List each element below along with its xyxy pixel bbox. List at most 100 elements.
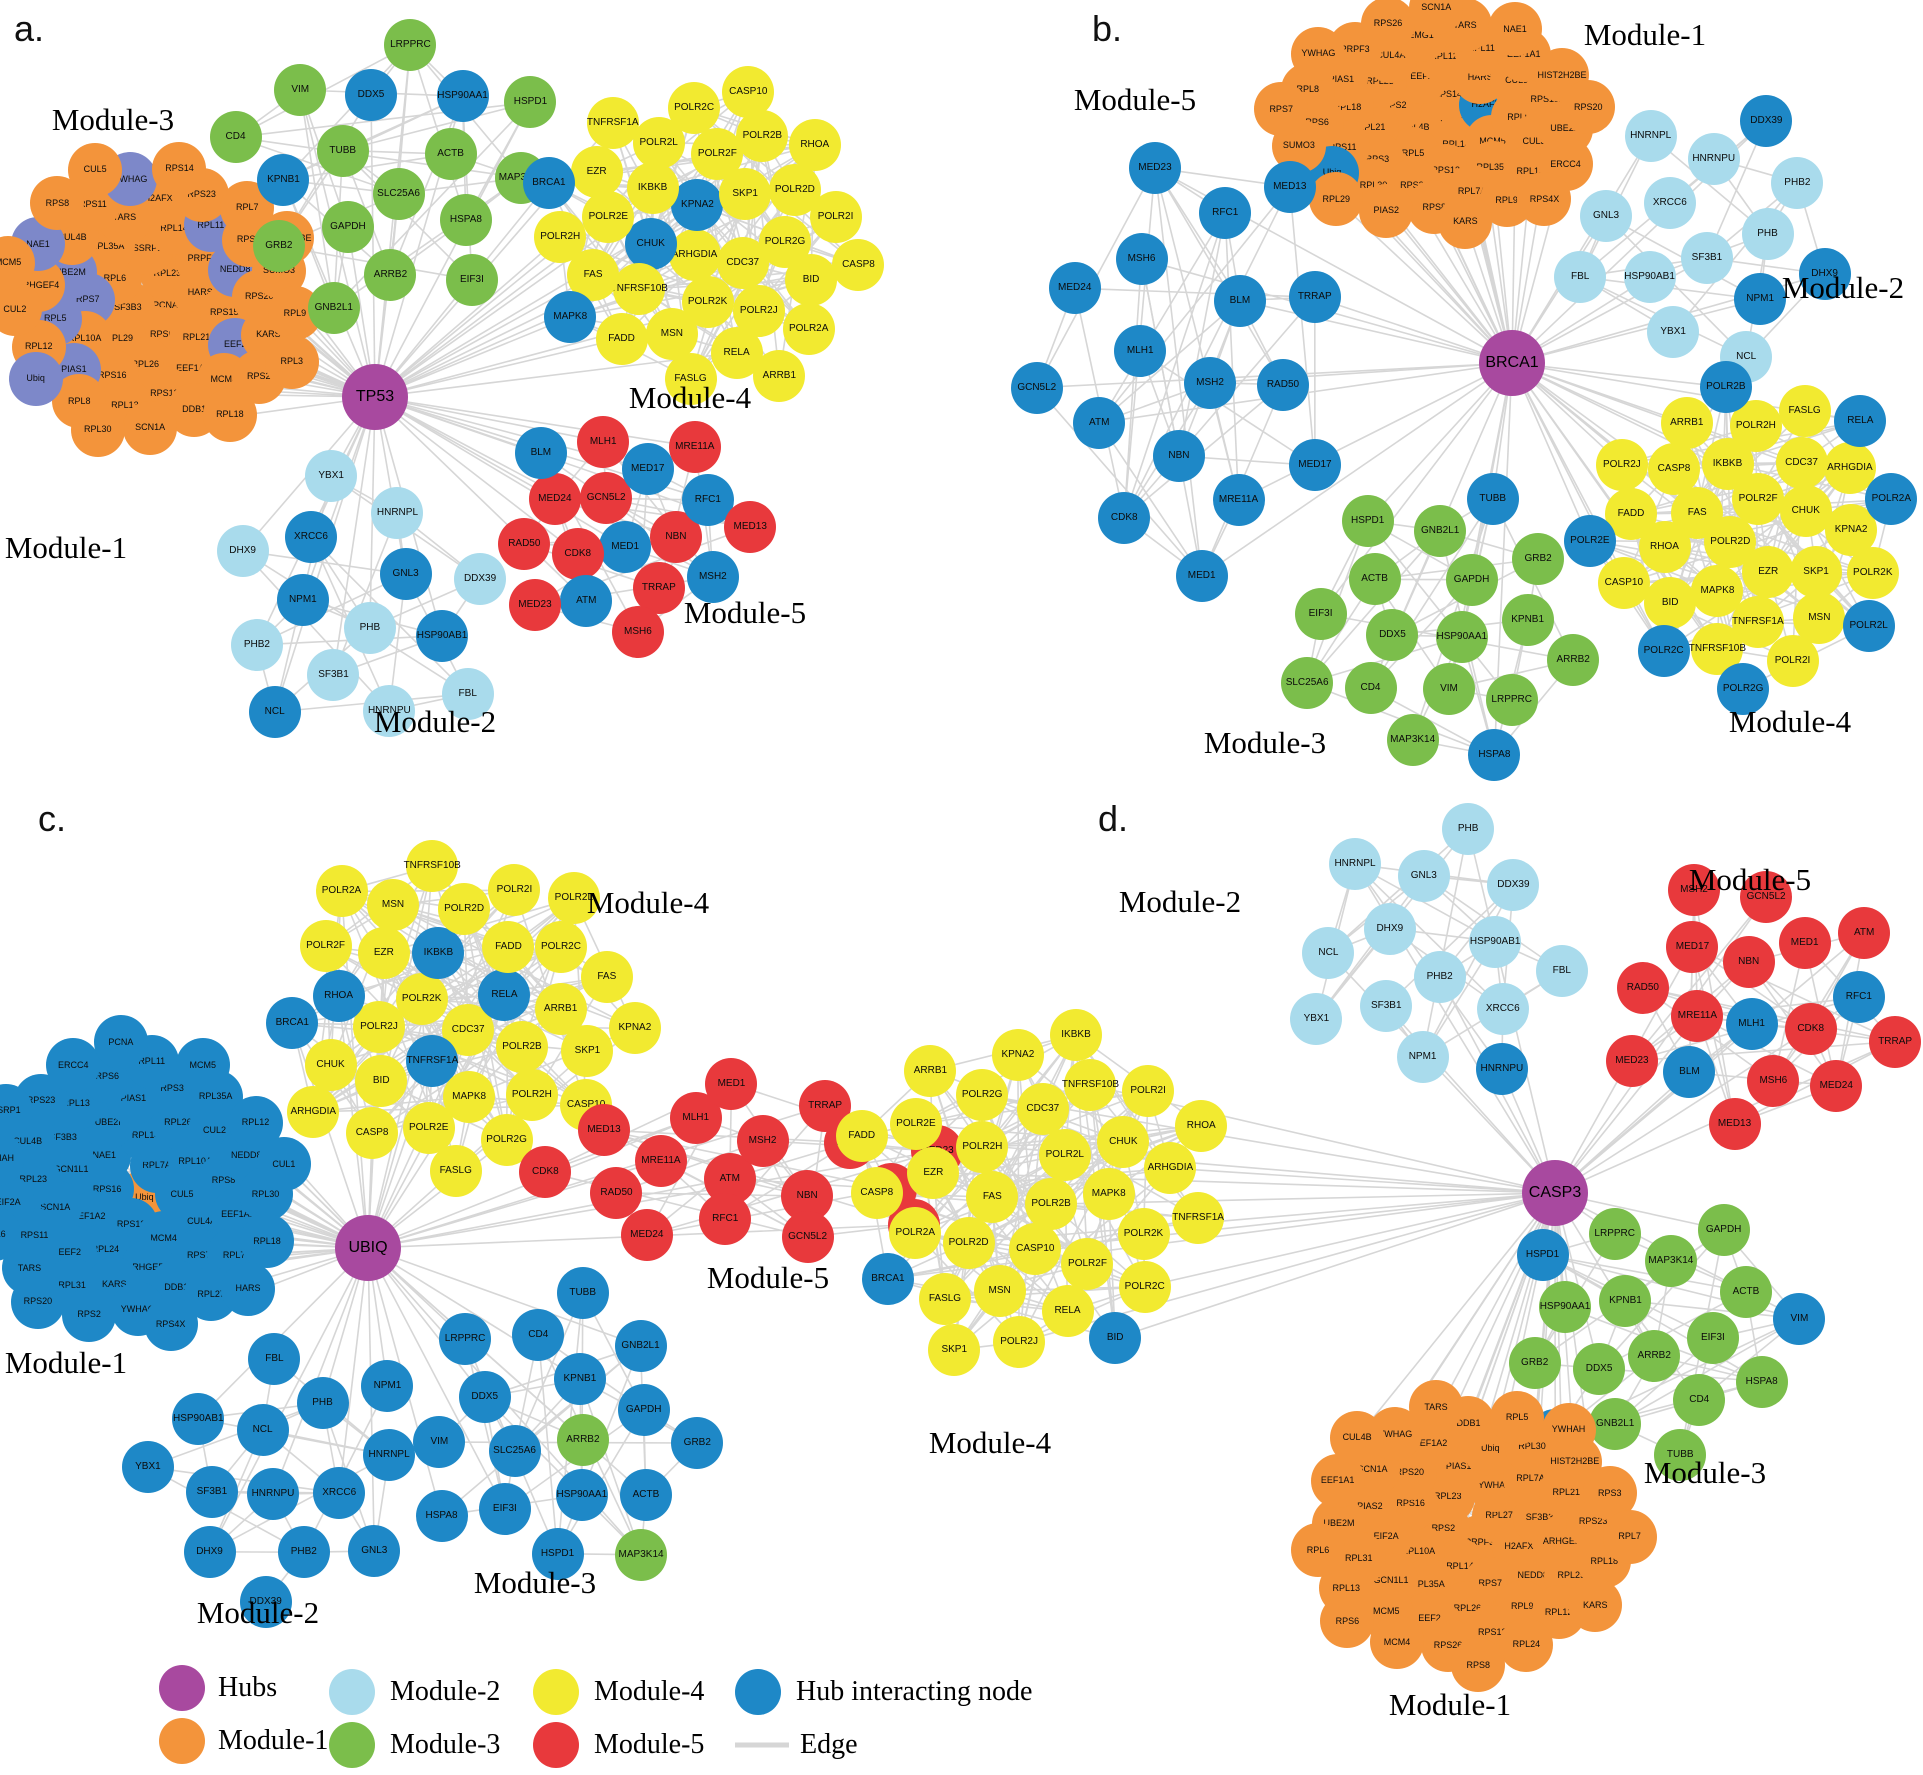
node-hspa8[interactable]: HSPA8 (1468, 729, 1521, 782)
node-arrb2[interactable]: ARRB2 (364, 248, 417, 301)
node-med1[interactable]: MED1 (705, 1057, 758, 1110)
node-rpl30[interactable]: RPL30 (70, 402, 125, 457)
node-cdc37[interactable]: CDC37 (1016, 1083, 1069, 1136)
node-rhoa[interactable]: RHOA (788, 119, 841, 172)
node-map3k14[interactable]: MAP3K14 (1644, 1235, 1697, 1288)
node-rpl18[interactable]: RPL18 (202, 387, 257, 442)
node-hspa8[interactable]: HSPA8 (415, 1489, 468, 1542)
node-arrb2[interactable]: ARRB2 (1547, 634, 1600, 687)
hub-node-ubiq[interactable]: UBIQ (335, 1215, 401, 1281)
node-polr2h[interactable]: POLR2H (505, 1069, 558, 1122)
node-rpl18[interactable]: RPL18 (239, 1214, 294, 1269)
node-ncl[interactable]: NCL (236, 1403, 289, 1456)
hub-node-brca1[interactable]: BRCA1 (1479, 330, 1545, 396)
node-mapk8[interactable]: MAPK8 (1691, 564, 1744, 617)
node-nbn[interactable]: NBN (1722, 936, 1775, 989)
node-ddx5[interactable]: DDX5 (1573, 1343, 1626, 1396)
node-med24[interactable]: MED24 (1048, 262, 1101, 315)
node-ywhah[interactable]: YWHAH (1541, 1402, 1596, 1457)
node-cd4[interactable]: CD4 (209, 111, 262, 164)
node-polr2f[interactable]: POLR2F (1061, 1238, 1114, 1291)
node-chuk[interactable]: CHUK (1097, 1115, 1150, 1168)
node-hspd1[interactable]: HSPD1 (531, 1527, 584, 1580)
node-ywhag[interactable]: YWHAG (1291, 26, 1346, 81)
node-polr2l[interactable]: POLR2L (547, 872, 600, 925)
node-polr2e[interactable]: POLR2E (889, 1098, 942, 1151)
node-chuk[interactable]: CHUK (304, 1039, 357, 1092)
node-atm[interactable]: ATM (560, 575, 613, 628)
node-rpl29[interactable]: RPL29 (1309, 172, 1364, 227)
node-sf3b1[interactable]: SF3B1 (1680, 231, 1733, 284)
node-hnrnpu[interactable]: HNRNPU (1475, 1043, 1528, 1096)
node-hnrnpu[interactable]: HNRNPU (363, 684, 416, 737)
node-gnl3[interactable]: GNL3 (1397, 849, 1450, 902)
node-hsp90aa1[interactable]: HSP90AA1 (1435, 610, 1488, 663)
node-polr2a[interactable]: POLR2A (889, 1206, 942, 1259)
node-polr2c[interactable]: POLR2C (1637, 624, 1690, 677)
node-polr2d[interactable]: POLR2D (438, 882, 491, 935)
node-gnl3[interactable]: GNL3 (348, 1525, 401, 1578)
node-hnrnpu[interactable]: HNRNPU (1687, 132, 1740, 185)
node-hnrnpl[interactable]: HNRNPL (371, 487, 424, 540)
node-fbl[interactable]: FBL (1554, 250, 1607, 303)
node-eif3i[interactable]: EIF3I (478, 1483, 531, 1536)
node-hspd1[interactable]: HSPD1 (504, 76, 557, 129)
node-rpl6[interactable]: RPL6 (1290, 1523, 1345, 1578)
node-fas[interactable]: FAS (966, 1171, 1019, 1224)
node-med24[interactable]: MED24 (1810, 1059, 1863, 1112)
node-polr2e[interactable]: POLR2E (582, 191, 635, 244)
node-brca1[interactable]: BRCA1 (266, 997, 319, 1050)
node-hsp90ab1[interactable]: HSP90AB1 (416, 609, 469, 662)
node-cdk8[interactable]: CDK8 (519, 1145, 572, 1198)
node-lrpprc[interactable]: LRPPRC (439, 1312, 492, 1365)
node-arhgdia[interactable]: ARHGDIA (668, 228, 721, 281)
node-polr2g[interactable]: POLR2G (1717, 662, 1770, 715)
node-dhx9[interactable]: DHX9 (1363, 902, 1416, 955)
node-actb[interactable]: ACTB (619, 1469, 672, 1522)
node-rad50[interactable]: RAD50 (498, 517, 551, 570)
hub-node-casp3[interactable]: CASP3 (1522, 1160, 1588, 1226)
node-cdk8[interactable]: CDK8 (1098, 491, 1151, 544)
node-grb2[interactable]: GRB2 (1512, 532, 1565, 585)
node-polr2i[interactable]: POLR2I (1766, 634, 1819, 687)
node-vim[interactable]: VIM (274, 63, 327, 116)
node-tnfrsf10b[interactable]: TNFRSF10B (404, 840, 461, 893)
node-ddx5[interactable]: DDX5 (1366, 609, 1419, 662)
node-med17[interactable]: MED17 (1666, 920, 1719, 973)
node-phb2[interactable]: PHB2 (277, 1526, 330, 1579)
node-phb[interactable]: PHB (343, 601, 396, 654)
node-ezr[interactable]: EZR (907, 1146, 960, 1199)
node-bid[interactable]: BID (1089, 1312, 1142, 1365)
node-hnrnpl[interactable]: HNRNPL (1329, 838, 1381, 891)
node-polr2c[interactable]: POLR2C (1118, 1260, 1171, 1313)
node-msn[interactable]: MSN (367, 879, 420, 932)
node-rfc1[interactable]: RFC1 (681, 474, 734, 527)
node-polr2g[interactable]: POLR2G (956, 1068, 1009, 1121)
node-arrb2[interactable]: ARRB2 (556, 1413, 609, 1466)
node-mre11a[interactable]: MRE11A (634, 1134, 687, 1187)
node-cdk8[interactable]: CDK8 (1784, 1002, 1837, 1055)
node-med23[interactable]: MED23 (508, 579, 561, 632)
node-mcm4[interactable]: MCM4 (1369, 1615, 1424, 1670)
node-hnrnpl[interactable]: HNRNPL (1624, 109, 1677, 162)
node-lrpprc[interactable]: LRPPRC (384, 18, 437, 71)
node-brca1[interactable]: BRCA1 (861, 1252, 914, 1305)
node-vim[interactable]: VIM (413, 1416, 466, 1469)
node-mapk8[interactable]: MAPK8 (1082, 1168, 1135, 1221)
node-rpl5[interactable]: RPL5 (1490, 1390, 1545, 1445)
node-phb2[interactable]: PHB2 (230, 618, 283, 671)
node-polr2g[interactable]: POLR2G (480, 1113, 533, 1166)
node-msh2[interactable]: MSH2 (1667, 864, 1720, 917)
node-rad50[interactable]: RAD50 (1616, 961, 1669, 1014)
node-tnfrsf10b[interactable]: TNFRSF10B (611, 263, 668, 316)
node-skp1[interactable]: SKP1 (928, 1323, 981, 1376)
node-xrcc6[interactable]: XRCC6 (1476, 982, 1529, 1035)
node-med13[interactable]: MED13 (578, 1104, 630, 1157)
node-faslg[interactable]: FASLG (918, 1273, 971, 1326)
node-msh2[interactable]: MSH2 (736, 1114, 789, 1167)
node-atm[interactable]: ATM (1838, 906, 1891, 959)
node-med1[interactable]: MED1 (599, 521, 652, 574)
node-polr2h[interactable]: POLR2H (1729, 399, 1782, 452)
node-xrcc6[interactable]: XRCC6 (313, 1467, 366, 1520)
node-phb[interactable]: PHB (296, 1376, 349, 1429)
